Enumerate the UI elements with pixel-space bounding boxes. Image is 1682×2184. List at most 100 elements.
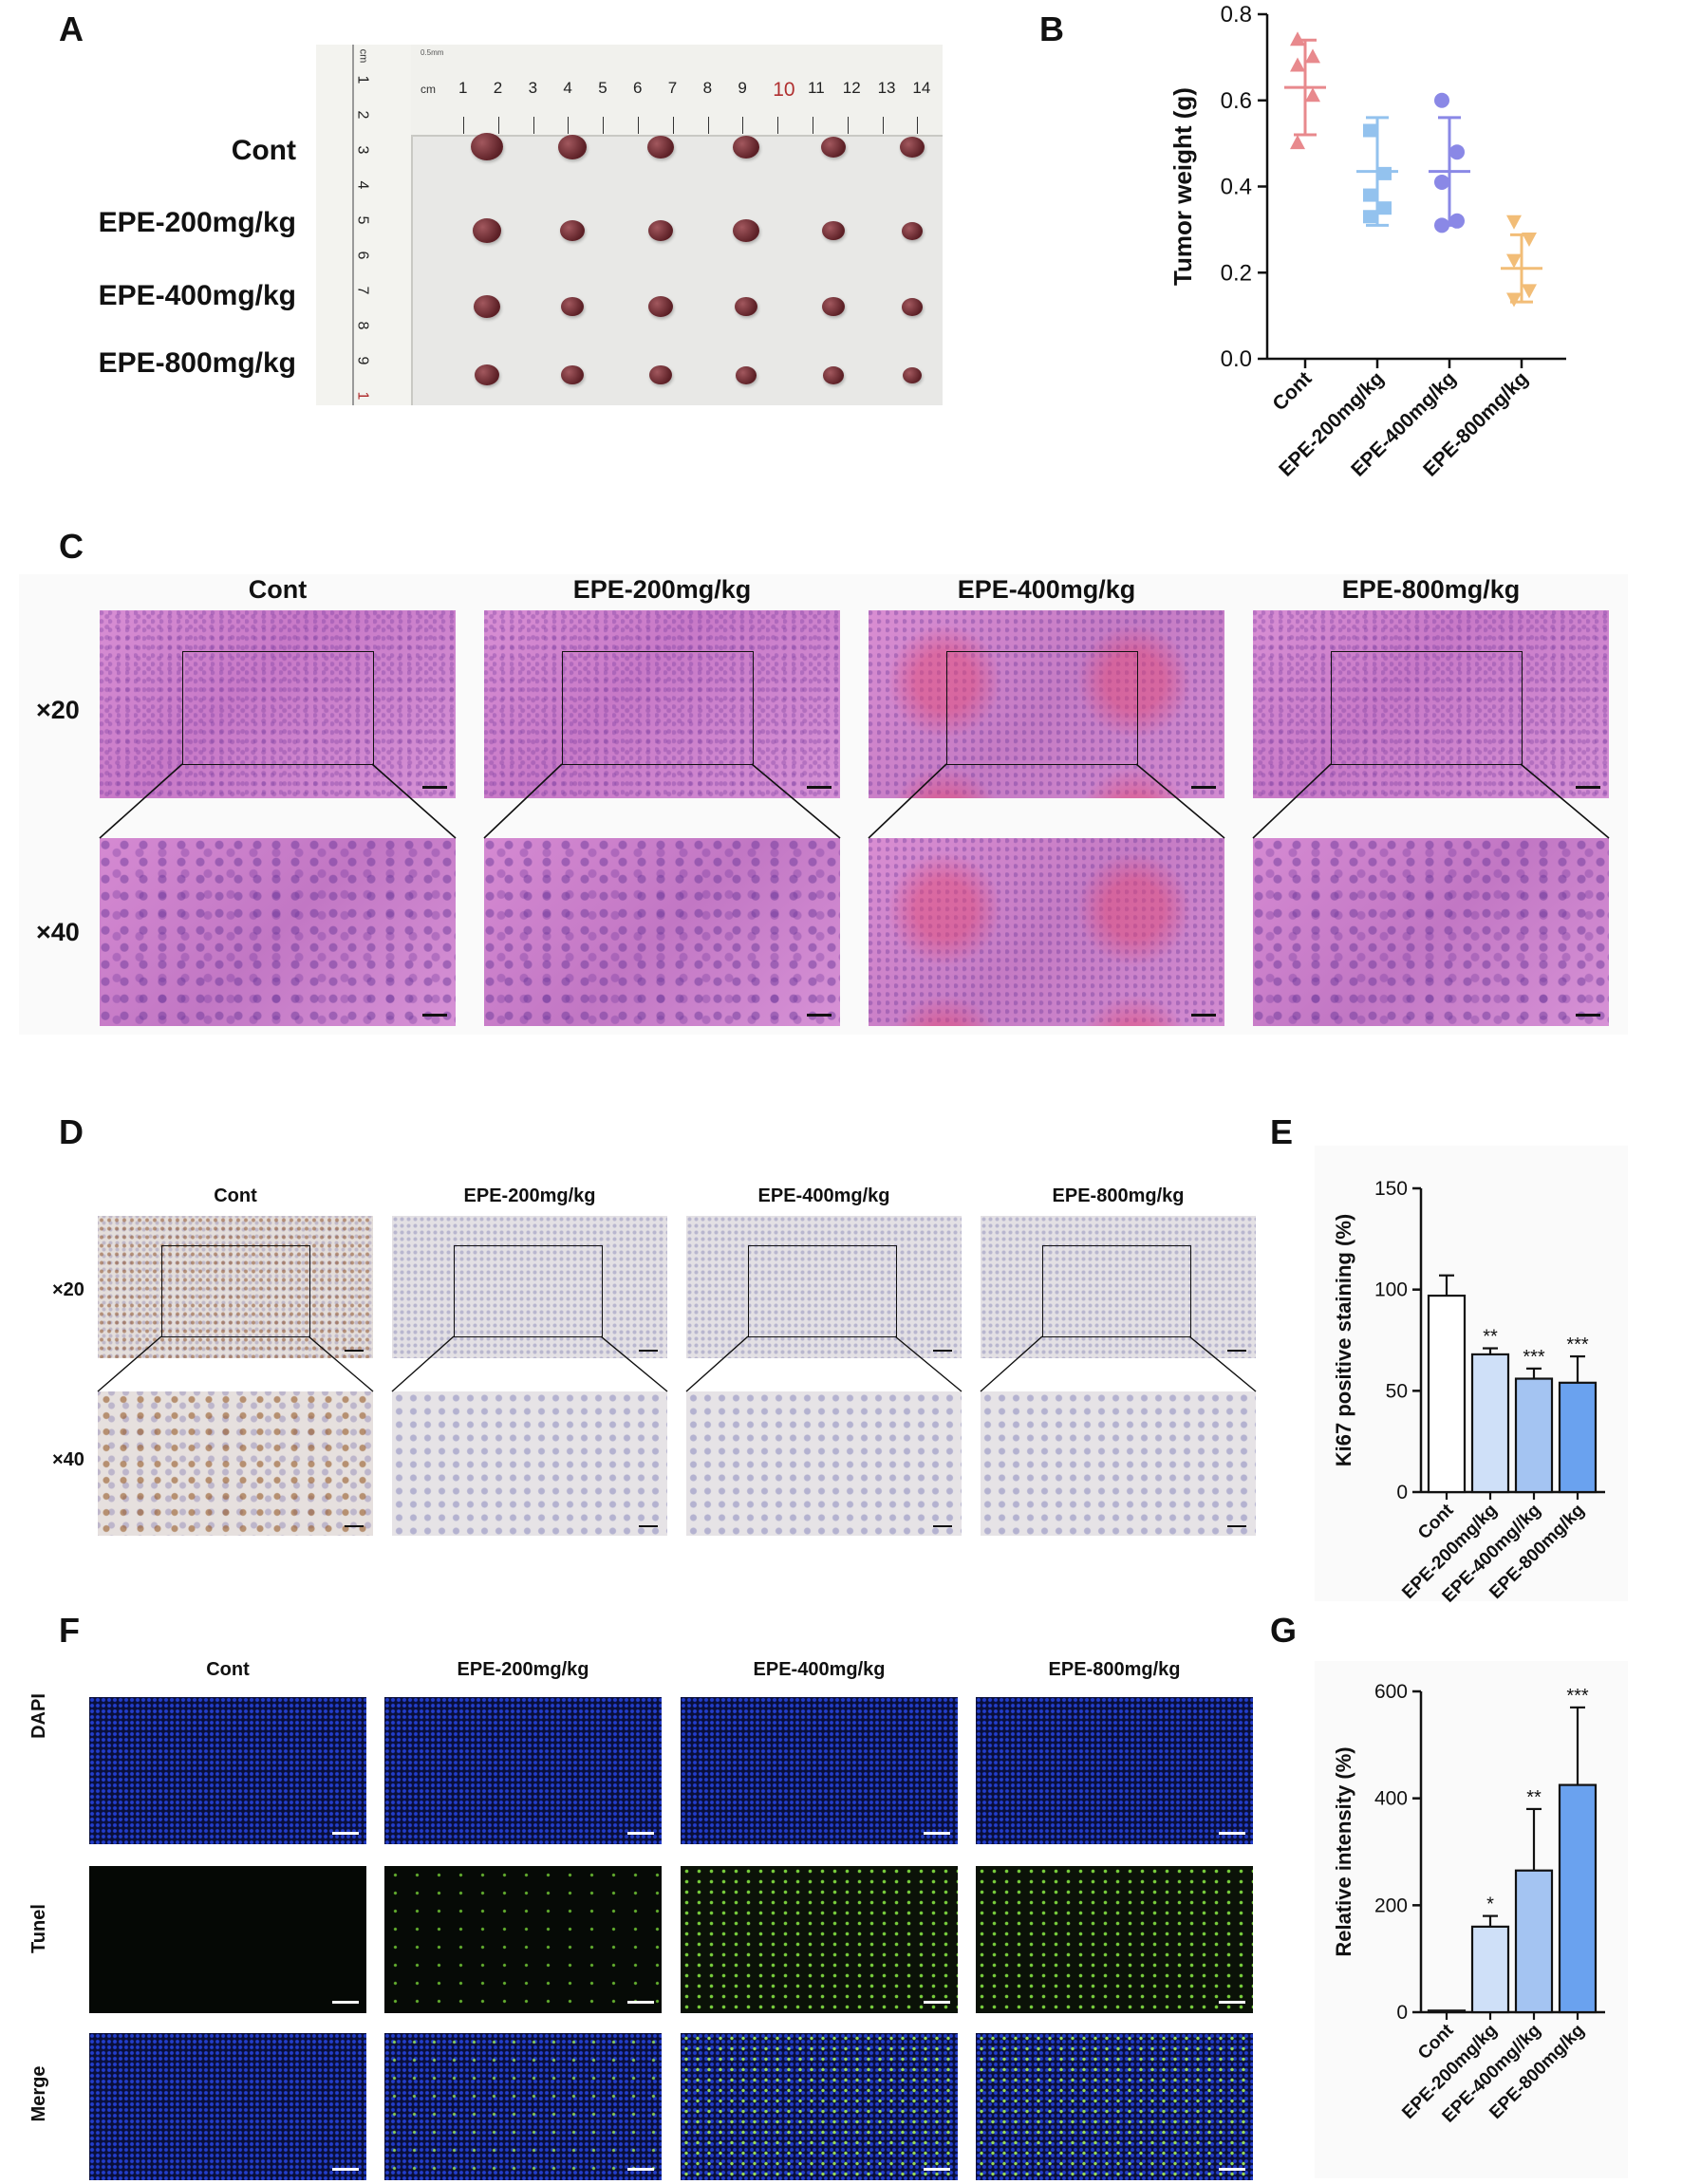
zoom-box-d-cont [161,1245,310,1337]
fluor-dapi-epe400 [681,1697,958,1844]
zoom-box-c-epe400 [946,651,1138,765]
ihc-image-epe800-x20 [981,1216,1256,1358]
y-tick-label: 50 [1386,1380,1408,1402]
zoom-box-c-cont [182,651,374,765]
scale-bar [1227,1350,1246,1352]
panel-letter-a: A [59,9,84,48]
tumor-specimen [561,297,584,317]
fluor-merge-epe400 [681,2033,958,2180]
tumor-specimen [822,297,845,317]
data-point [1449,213,1465,229]
he-image-epe400-x20 [869,610,1224,798]
scale-bar [332,2001,359,2004]
data-point [1378,166,1392,180]
scale-bar [345,1350,364,1352]
ruler-h-tick [707,117,709,134]
tumor-photo: 0.5mm cm 1 2 3 4 5 6 7 8 9 10 11 12 13 14 1 2 3 4 5 6 7 8 9 1 cm [316,45,943,405]
f-row-label-tunel: Tunel [28,1904,49,1953]
scale-bar [924,2001,950,2004]
data-point [1305,87,1320,103]
ihc-image-epe400-x40 [686,1391,962,1536]
scale-bar [1219,1832,1245,1835]
y-tick-label: 0 [1396,1482,1408,1503]
ruler-h-tick [533,117,534,134]
tumor-specimen [474,295,500,318]
tumor-specimen [733,219,759,242]
ruler-h-label: 12 [842,79,861,97]
scale-bar [627,2001,654,2004]
he-image-epe400-x40 [869,838,1224,1026]
panel-letter-c: C [59,527,84,566]
y-tick-label: 0.4 [1221,175,1252,200]
he-image-cont-x20 [100,610,456,798]
row-label-cont: Cont [231,135,296,166]
data-point [1506,215,1522,230]
zoom-box-d-epe400 [748,1245,897,1337]
c-row-label-x20: ×20 [36,696,80,724]
data-point [1522,232,1537,247]
y-tick-label: 150 [1374,1178,1408,1200]
scale-bar [924,2168,950,2171]
y-tick-label: 100 [1374,1279,1408,1301]
ihc-image-epe400-x20 [686,1216,962,1358]
d-col-title-epe400: EPE-400mg/kg [757,1185,890,1206]
significance-label: ** [1526,1787,1542,1808]
data-point [1305,48,1320,64]
scale-bar [345,1525,364,1527]
fluor-dapi-cont [89,1697,366,1844]
ruler-h-tick [638,117,639,134]
he-image-cont-x40 [100,838,456,1026]
ruler-h-label: 5 [598,79,607,97]
bar [1558,1783,1598,2014]
tumor-specimen [736,366,757,384]
bar [1558,1381,1598,1494]
ruler-h-tick [568,117,570,134]
c-col-title-cont: Cont [248,575,308,604]
ruler-h-label: 11 [808,79,825,97]
tumor-specimen [823,366,844,384]
c-col-title-epe400: EPE-400mg/kg [957,575,1136,604]
he-image-epe200-x40 [484,838,840,1026]
ruler-h-tick [847,117,849,134]
ruler-h-label: 3 [528,79,538,97]
fluor-tunel-cont [89,1866,366,2013]
he-image-epe200-x20 [484,610,840,798]
data-point [1290,135,1305,150]
ruler-h-tick [497,117,499,134]
scale-bar [1219,2168,1245,2171]
tumor-specimen [473,218,501,243]
tumor-specimen [733,136,759,159]
tumor-specimen [735,297,757,317]
tumor-specimen [648,220,673,242]
vertical-ruler [316,45,413,405]
y-tick-label: 200 [1374,1895,1408,1916]
tumor-specimen [561,365,584,385]
data-point [1363,210,1376,224]
scale-bar [627,2168,654,2171]
scale-bar [1576,786,1600,789]
data-point [1434,92,1449,108]
panel-letter-f: F [59,1611,80,1650]
ihc-image-cont-x40 [98,1391,373,1536]
scale-bar [1227,1525,1246,1527]
fluor-dapi-epe200 [384,1697,662,1844]
data-point [1363,123,1376,138]
y-tick-label: 0.8 [1221,2,1252,28]
fluor-dapi-epe800 [976,1697,1253,1844]
ruler-h-tick [742,117,744,134]
tumor-specimen [902,298,923,316]
significance-label: *** [1566,1686,1589,1707]
scale-bar [807,1014,832,1017]
fluor-tunel-epe800 [976,1866,1253,2013]
bar [1427,2009,1467,2014]
ruler-h-label: 1 [458,79,468,97]
scale-bar [627,1832,654,1835]
d-col-title-cont: Cont [214,1185,257,1206]
zoom-box-c-epe800 [1331,651,1523,765]
data-point [1290,31,1305,47]
zoom-box-c-epe200 [562,651,754,765]
data-point [1506,253,1522,269]
ruler-h-label: 10 [773,79,795,101]
c-col-title-epe200: EPE-200mg/kg [572,575,752,604]
